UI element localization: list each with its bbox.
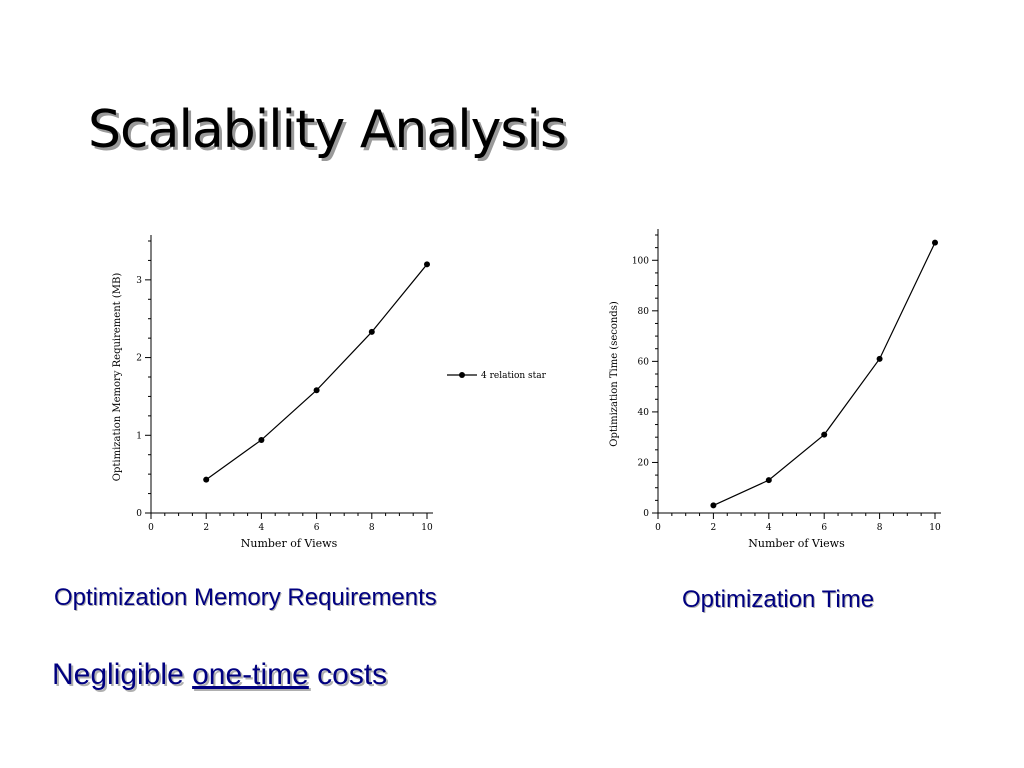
memory-chart-x-tick-label: 0	[148, 523, 154, 533]
memory-chart-data-point	[203, 476, 210, 483]
time-chart-data-point	[765, 477, 772, 484]
time-chart-y-tick-label: 100	[632, 256, 649, 266]
time-chart-caption: Optimization Time	[682, 586, 875, 613]
time-chart-y-tick-label: 20	[638, 458, 650, 468]
time-chart-x-tick-label: 6	[821, 523, 827, 533]
memory-chart-x-axis-label: Number of Views	[241, 537, 338, 550]
footnote-post: costs	[308, 658, 388, 691]
memory-chart-y-tick-label: 1	[136, 431, 142, 441]
time-chart-data-point	[821, 431, 828, 438]
time-chart-x-tick-label: 4	[766, 523, 772, 533]
time-chart-data-point	[932, 239, 938, 246]
memory-chart-y-tick-label: 3	[136, 276, 142, 286]
memory-chart-x-tick-label: 8	[369, 523, 375, 533]
time-chart-x-tick-label: 8	[877, 523, 883, 533]
time-chart-x-tick-label: 2	[711, 523, 717, 533]
time-chart-x-tick-label: 0	[655, 523, 661, 533]
memory-chart: 0 2 4 6 8 10 0 1 2 3 Number of Views Optimization M…	[112, 235, 547, 550]
memory-chart-data-point	[424, 261, 430, 268]
memory-chart-x-tick-label: 10	[421, 523, 433, 533]
memory-chart-x-tick-label: 6	[314, 523, 320, 533]
time-chart-y-axis-label: Optimization Time (seconds)	[609, 301, 620, 447]
memory-chart-y-axis-label: Optimization Memory Requirement (MB)	[112, 273, 123, 482]
time-chart-x-tick-label: 10	[929, 523, 941, 533]
memory-chart-legend-label: 4 relation star	[481, 371, 547, 381]
footnote-emphasis: one-time	[192, 658, 309, 691]
time-chart-series-line	[713, 242, 936, 506]
time-chart-data-point	[710, 502, 717, 509]
time-chart-y-tick-label: 80	[638, 307, 650, 317]
memory-chart-series-line	[205, 263, 428, 481]
time-chart-x-axis-label: Number of Views	[748, 537, 845, 550]
memory-chart-y-tick-label: 2	[136, 354, 142, 364]
memory-chart-data-point	[258, 436, 265, 443]
time-chart-y-tick-label: 60	[638, 357, 650, 367]
memory-chart-legend-marker	[459, 372, 465, 378]
memory-chart-data-point	[313, 387, 320, 394]
footnote: Negligible one-time costs	[52, 658, 387, 692]
footnote-pre: Negligible	[52, 658, 193, 691]
time-chart-data-point	[876, 355, 883, 362]
time-chart-y-tick-label: 0	[643, 509, 649, 519]
memory-chart-y-tick-label: 0	[136, 509, 142, 519]
memory-chart-caption: Optimization Memory Requirements	[54, 584, 437, 611]
time-chart-y-tick-label: 40	[638, 408, 650, 418]
memory-chart-data-point	[368, 328, 375, 335]
memory-chart-x-tick-label: 4	[259, 523, 265, 533]
slide-title: Scalability Analysis	[88, 100, 567, 160]
memory-chart-x-tick-label: 2	[203, 523, 209, 533]
